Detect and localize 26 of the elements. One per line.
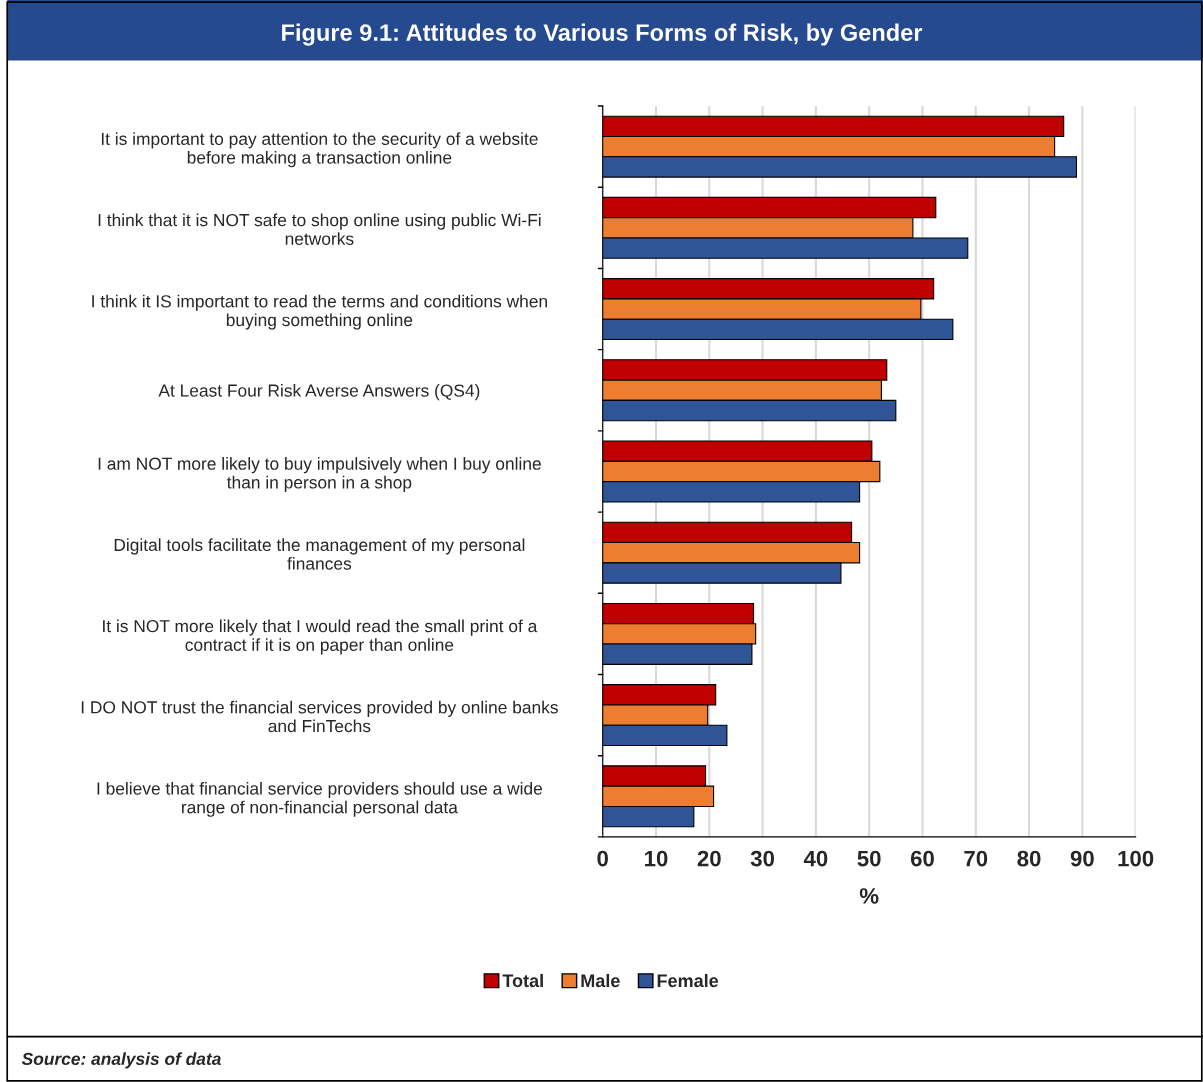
x-tick-label: 40 xyxy=(803,850,828,867)
x-tick-label: 80 xyxy=(1017,850,1041,867)
y-tick-label: It is NOT more likely that I would read the small print of a contract if it is on paper than online xyxy=(103,619,538,655)
y-tick-label: It is important to pay attention to the security of a website before making a transaction online xyxy=(101,132,538,168)
x-tick-label: 70 xyxy=(964,850,988,867)
x-axis-title: % xyxy=(859,888,879,904)
x-tick-label: 10 xyxy=(645,850,668,867)
legend-label: Male xyxy=(581,973,620,988)
y-tick-label: Digital tools facilitate the management of my personal finances xyxy=(114,538,525,570)
legend-label: Total xyxy=(502,973,543,988)
x-tick-label: 90 xyxy=(1070,850,1094,867)
y-tick-label: I think it IS important to read the terms and conditions when buying something online xyxy=(92,294,547,330)
y-tick-label: I believe that financial service providers should use a wide range of non-financial personal data xyxy=(97,781,543,817)
source-note: Source: analysis of data xyxy=(21,1052,221,1069)
x-tick-label: 60 xyxy=(910,850,934,867)
y-tick-label: At Least Four Risk Averse Answers (QS4) xyxy=(158,383,480,401)
y-tick-label: I DO NOT trust the financial services provided by online banks and FinTechs xyxy=(81,700,558,733)
x-tick-label: 0 xyxy=(597,850,608,867)
x-tick-label: 50 xyxy=(857,850,881,867)
y-tick-label: I am NOT more likely to buy impulsively when I buy online than in person in a shop xyxy=(98,457,541,492)
chart-title: Figure 9.1: Attitudes to Various Forms of Risk, by Gender xyxy=(282,23,923,46)
x-tick-label: 20 xyxy=(697,850,721,867)
legend-label: Female xyxy=(657,973,719,988)
x-tick-label: 30 xyxy=(750,850,775,867)
x-tick-label: 100 xyxy=(1118,850,1154,867)
y-tick-label: I think that it is NOT safe to shop online using public Wi-Fi networks xyxy=(98,213,541,245)
